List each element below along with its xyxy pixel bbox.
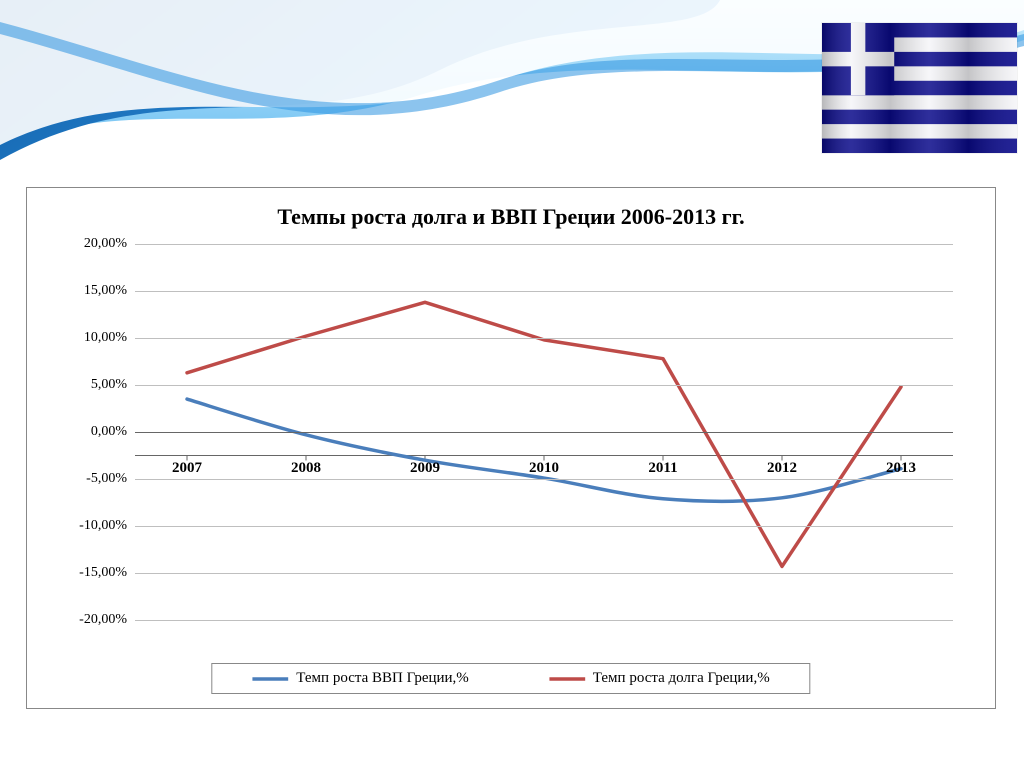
y-tick-label: -10,00% bbox=[79, 518, 127, 534]
legend-item-debt: Темп роста долга Греции,% bbox=[549, 670, 770, 687]
gridline bbox=[135, 620, 953, 621]
gridline bbox=[135, 573, 953, 574]
y-tick-label: 10,00% bbox=[84, 330, 127, 346]
greek-flag bbox=[821, 22, 1018, 154]
y-tick-label: -20,00% bbox=[79, 612, 127, 628]
legend-label-gdp: Темп роста ВВП Греции,% bbox=[296, 670, 469, 687]
gridline bbox=[135, 432, 953, 433]
gridline bbox=[135, 291, 953, 292]
x-tick-label: 2010 bbox=[529, 460, 559, 477]
y-tick-label: 20,00% bbox=[84, 236, 127, 252]
x-tick-label: 2012 bbox=[767, 460, 797, 477]
y-tick-label: -5,00% bbox=[86, 471, 127, 487]
x-tick-label: 2007 bbox=[172, 460, 202, 477]
x-tick-label: 2008 bbox=[291, 460, 321, 477]
y-tick-label: -15,00% bbox=[79, 565, 127, 581]
legend-label-debt: Темп роста долга Греции,% bbox=[593, 670, 770, 687]
legend: Темп роста ВВП Греции,% Темп роста долга… bbox=[211, 663, 810, 694]
gridline bbox=[135, 385, 953, 386]
chart-title: Темпы роста долга и ВВП Греции 2006-2013… bbox=[27, 204, 995, 230]
x-tick-label: 2011 bbox=[648, 460, 677, 477]
gridline bbox=[135, 244, 953, 245]
y-tick-label: 5,00% bbox=[91, 377, 127, 393]
series-line-gdp bbox=[187, 399, 901, 501]
gridline bbox=[135, 479, 953, 480]
y-tick-label: 15,00% bbox=[84, 283, 127, 299]
y-tick-label: 0,00% bbox=[91, 424, 127, 440]
chart-container: Темпы роста долга и ВВП Греции 2006-2013… bbox=[26, 187, 996, 709]
gridline bbox=[135, 338, 953, 339]
gridline bbox=[135, 526, 953, 527]
x-tick-label: 2013 bbox=[886, 460, 916, 477]
plot-area: 20,00%15,00%10,00%5,00%0,00%-5,00%-10,00… bbox=[135, 244, 953, 620]
legend-item-gdp: Темп роста ВВП Греции,% bbox=[252, 670, 469, 687]
x-tick-label: 2009 bbox=[410, 460, 440, 477]
